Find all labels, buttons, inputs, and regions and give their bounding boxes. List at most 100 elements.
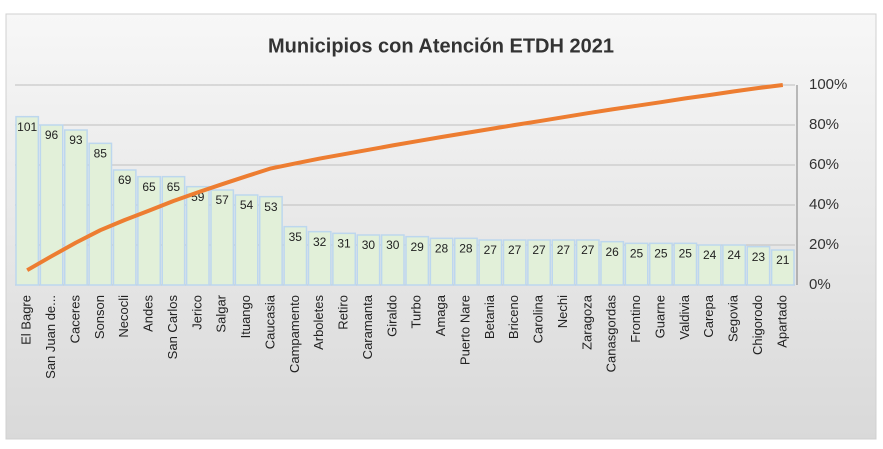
bar [673, 242, 698, 286]
data-label: 85 [94, 147, 108, 161]
x-tick-label: Arboletes [311, 295, 326, 350]
x-tick-label: Caucasia [262, 294, 277, 349]
bar [234, 194, 259, 286]
x-tick-label: Guarne [652, 295, 667, 338]
y2-tick-label: 20% [809, 236, 839, 253]
bar [624, 242, 649, 286]
bar [259, 195, 283, 286]
data-label: 53 [264, 200, 278, 214]
chart-title: Municipios con Atención ETDH 2021 [268, 35, 614, 57]
y2-tick-label: 40% [809, 196, 839, 213]
x-tick-label: Apartado [774, 295, 789, 348]
data-label: 29 [411, 240, 425, 254]
y2-tick-label: 80% [809, 116, 839, 133]
bar [697, 244, 722, 286]
x-tick-label: Zaragoza [579, 294, 594, 350]
x-tick-label: Briceno [506, 295, 521, 339]
y2-tick-label: 60% [809, 156, 839, 173]
bar [600, 240, 625, 286]
bar [185, 185, 210, 286]
data-label: 25 [630, 247, 644, 261]
x-tick-label: Amaga [433, 294, 448, 336]
data-label: 65 [167, 180, 181, 194]
data-label: 93 [69, 133, 83, 147]
data-label: 27 [581, 243, 595, 257]
bar [380, 234, 405, 286]
bar [307, 230, 332, 286]
x-tick-label: Puerto Nare [457, 295, 472, 365]
x-tick-label: El Bagre [19, 295, 34, 345]
data-label: 30 [362, 238, 376, 252]
bar [39, 124, 64, 286]
cumulative-line [26, 83, 784, 272]
bar [502, 239, 527, 286]
bar [746, 245, 771, 286]
bar [64, 129, 88, 286]
x-tick-label: Turbo [409, 295, 424, 328]
data-label: 57 [216, 193, 230, 207]
x-tick-label: Chigorodo [750, 295, 765, 355]
bar [527, 239, 551, 286]
bar [332, 232, 356, 286]
data-label: 32 [313, 235, 327, 249]
x-tick-label: Segovia [726, 294, 741, 342]
x-tick-label: Canasgordas [604, 295, 619, 373]
data-label: 101 [17, 120, 37, 134]
bar [405, 235, 430, 286]
y2-tick-label: 0% [809, 276, 831, 293]
bar [112, 169, 137, 286]
data-label: 25 [679, 247, 693, 261]
data-label: 25 [654, 247, 668, 261]
bar [551, 239, 576, 286]
bar [137, 175, 161, 286]
bar [210, 189, 235, 286]
x-tick-label: Nechi [555, 295, 570, 328]
data-label: 23 [752, 250, 766, 264]
data-label: 54 [240, 198, 254, 212]
bar [649, 242, 673, 286]
x-tick-label: Retiro [336, 295, 351, 330]
x-tick-label: Valdivia [677, 294, 692, 339]
x-tick-label: Salgar [214, 294, 229, 332]
data-label: 30 [386, 238, 400, 252]
x-tick-label: Giraldo [384, 295, 399, 337]
x-tick-label: Jerico [189, 295, 204, 330]
x-tick-label: Betania [482, 294, 497, 339]
data-label: 31 [337, 237, 351, 251]
data-label: 28 [435, 242, 449, 256]
x-tick-label: Ituango [238, 295, 253, 338]
bar [770, 249, 795, 286]
data-label: 24 [727, 248, 741, 262]
bar [88, 142, 113, 286]
data-label: 27 [557, 243, 571, 257]
x-tick-label: Necocli [116, 295, 131, 338]
data-label: 26 [606, 245, 620, 259]
bar [722, 244, 746, 286]
x-tick-label: Caramanta [360, 294, 375, 359]
x-tick-label: Sonson [92, 295, 107, 339]
data-label: 96 [45, 128, 59, 142]
bar [356, 234, 381, 286]
x-tick-label: Carolina [531, 294, 546, 343]
bar [454, 237, 478, 286]
x-tick-label: Caceres [67, 295, 82, 344]
data-label: 27 [484, 243, 498, 257]
bar [575, 239, 600, 286]
data-label: 27 [532, 243, 546, 257]
y2-tick-label: 100% [809, 76, 847, 93]
x-tick-label: Andes [141, 295, 156, 332]
x-tick-label: Campamento [287, 295, 302, 373]
x-tick-label: Frontino [628, 295, 643, 343]
data-label: 35 [289, 230, 303, 244]
x-tick-label: San Carlos [165, 295, 180, 360]
data-label: 28 [459, 242, 473, 256]
data-label: 65 [142, 180, 156, 194]
bar [478, 239, 503, 286]
data-label: 24 [703, 248, 717, 262]
bar [15, 115, 40, 286]
data-label: 69 [118, 173, 132, 187]
bar [283, 225, 308, 286]
data-label: 21 [776, 253, 790, 267]
data-label: 27 [508, 243, 522, 257]
